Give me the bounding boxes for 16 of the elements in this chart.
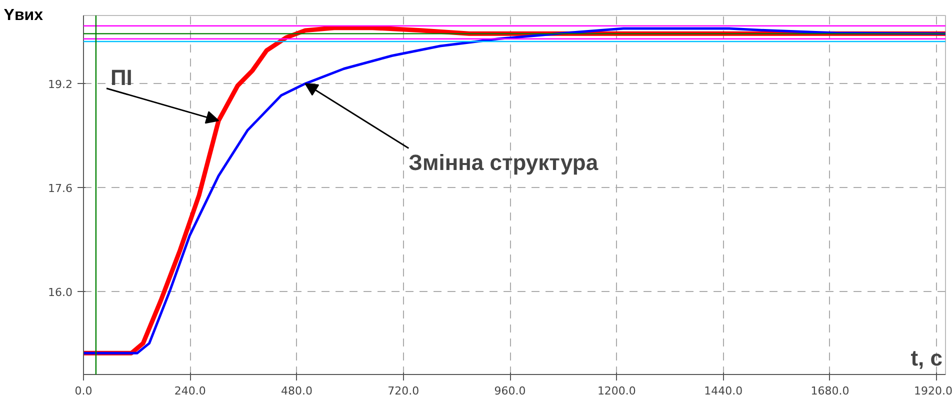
y-tick-label: 16.0 xyxy=(48,286,73,299)
x-tick-label: 240.0 xyxy=(174,384,206,398)
y-axis-title: Yвих xyxy=(4,7,44,24)
x-tick-label: 480.0 xyxy=(281,384,313,398)
x-tick-label: 1680.0 xyxy=(810,384,850,398)
x-tick-label: 1200.0 xyxy=(597,384,636,398)
y-tick-label: 17.6 xyxy=(48,182,73,196)
x-tick-label: 0.0 xyxy=(74,384,92,398)
x-tick-label: 720.0 xyxy=(388,384,420,398)
x-tick-label: 960.0 xyxy=(494,384,526,398)
annotation: ПІ xyxy=(110,65,132,90)
x-axis-title: t, c xyxy=(910,346,943,370)
annotation: Змінна структура xyxy=(408,150,599,176)
x-tick-label: 1920.0 xyxy=(914,384,952,398)
x-tick-label: 1440.0 xyxy=(704,384,743,398)
y-tick-label: 19.2 xyxy=(48,78,73,92)
